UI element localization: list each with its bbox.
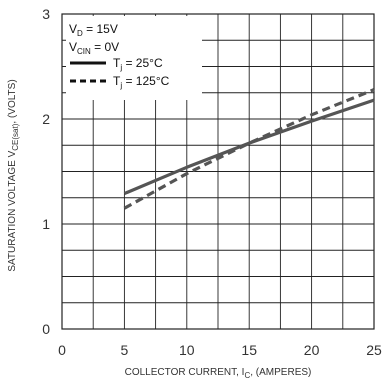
legend-series-label-sub: j [119, 81, 122, 90]
x-tick-label: 20 [304, 342, 320, 358]
series-layer [123, 88, 375, 210]
y-tick-label: 0 [42, 321, 50, 337]
legend-series-label: Tj = 25°C [113, 56, 163, 72]
plot-frame [61, 13, 375, 330]
legend-series-label-main: T [113, 56, 121, 70]
legend-series-label-main: T [113, 74, 121, 88]
y-tick-label: 2 [42, 111, 50, 127]
legend-condition-sub: CIN [77, 47, 91, 56]
legend-series-label: Tj = 125°C [113, 74, 170, 90]
x-axis-title-main: COLLECTOR CURRENT, I [125, 367, 245, 378]
x-tick-label: 15 [241, 342, 257, 358]
legend-condition-main: V [69, 22, 77, 36]
y-axis-title-unit: , (VOLTS) [7, 79, 18, 123]
y-tick-labels: 0 1 2 3 [42, 6, 50, 337]
legend-condition: VD = 15V [69, 22, 118, 38]
legend-series-label-rest: = 25°C [122, 56, 163, 70]
legend-series-label-sub: j [119, 63, 122, 72]
x-tick-label: 10 [179, 342, 195, 358]
legend-condition-rest: = 0V [91, 40, 119, 54]
y-axis-title-main: SATURATION VOLTAGE V [7, 150, 18, 271]
x-axis-title-sub: C [244, 371, 250, 380]
x-axis-title-unit: , (AMPERES) [250, 367, 311, 378]
legend-background [66, 16, 202, 100]
x-tick-label: 25 [366, 342, 382, 358]
legend-condition-sub: D [77, 29, 83, 38]
legend-condition-rest: = 15V [83, 22, 118, 36]
x-tick-label: 0 [58, 342, 66, 358]
legend-condition: VCIN = 0V [69, 40, 119, 56]
x-tick-label: 5 [121, 342, 129, 358]
y-tick-label: 1 [42, 216, 50, 232]
y-axis-title-sub: CE(sat) [11, 123, 20, 150]
legend-condition-main: V [69, 40, 77, 54]
y-axis-title: SATURATION VOLTAGE VCE(sat), (VOLTS) [7, 79, 20, 271]
x-tick-labels: 0 5 10 15 20 25 [58, 342, 382, 358]
grid [62, 14, 374, 329]
x-axis-title: COLLECTOR CURRENT, IC, (AMPERES) [125, 367, 312, 380]
y-tick-label: 3 [42, 6, 50, 22]
series-25c-line [123, 98, 375, 196]
legend-series-label-rest: = 125°C [122, 74, 169, 88]
